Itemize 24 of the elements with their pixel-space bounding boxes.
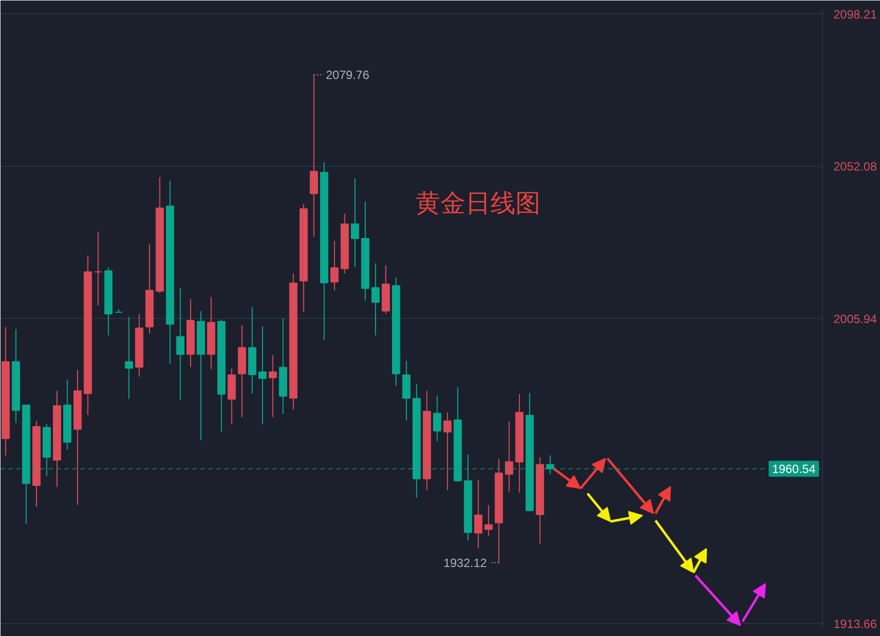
candlestick (505, 421, 514, 493)
candlestick (433, 395, 442, 442)
ref-line-label: 1960.54 (772, 462, 816, 476)
candlestick (371, 262, 380, 336)
candlestick (330, 240, 339, 291)
y-tick-label: 1913.66 (834, 617, 878, 632)
candlestick (546, 454, 554, 475)
candlestick (474, 479, 482, 549)
annotation: 2079.76 (326, 68, 370, 82)
y-tick-label: 2052.08 (834, 160, 878, 174)
candlestick (310, 74, 318, 238)
y-tick-label: 2098.21 (834, 7, 878, 22)
candlestick (176, 287, 184, 401)
candlestick (258, 326, 267, 425)
candlestick (94, 231, 102, 306)
candlestick (350, 178, 360, 268)
text: 黄金日线图 (416, 188, 540, 218)
candlestick (402, 360, 410, 422)
candlestick (124, 316, 134, 400)
candlestick (484, 504, 493, 536)
annotation: 1932.12 (443, 556, 488, 570)
candlestick (443, 412, 452, 491)
y-tick-label: 2005.94 (834, 312, 878, 326)
candlestick (268, 354, 277, 418)
